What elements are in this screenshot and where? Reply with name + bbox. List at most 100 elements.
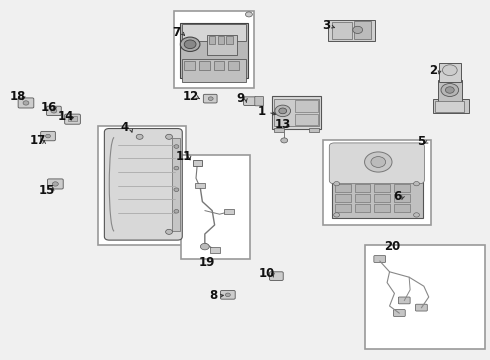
FancyBboxPatch shape bbox=[220, 291, 235, 299]
Text: 6: 6 bbox=[393, 190, 401, 203]
Circle shape bbox=[442, 65, 457, 76]
Text: 20: 20 bbox=[384, 240, 400, 253]
Circle shape bbox=[365, 152, 392, 172]
Circle shape bbox=[334, 213, 340, 217]
Bar bbox=[355, 204, 370, 212]
Text: 12: 12 bbox=[183, 90, 199, 103]
Bar bbox=[355, 194, 370, 202]
Text: 15: 15 bbox=[38, 184, 55, 197]
Bar bbox=[274, 99, 318, 126]
Bar bbox=[224, 209, 234, 214]
Bar bbox=[214, 61, 224, 70]
Text: 18: 18 bbox=[9, 90, 26, 103]
Bar bbox=[172, 138, 180, 231]
FancyBboxPatch shape bbox=[48, 179, 63, 189]
Bar bbox=[182, 24, 246, 41]
Circle shape bbox=[174, 188, 179, 192]
FancyBboxPatch shape bbox=[18, 98, 34, 108]
Circle shape bbox=[279, 108, 287, 114]
Bar bbox=[182, 59, 246, 82]
Circle shape bbox=[414, 213, 419, 217]
FancyBboxPatch shape bbox=[270, 272, 283, 280]
Bar bbox=[355, 184, 370, 192]
Bar bbox=[374, 184, 390, 192]
Bar bbox=[439, 63, 461, 82]
Bar bbox=[323, 140, 431, 225]
Circle shape bbox=[334, 181, 340, 186]
Bar bbox=[295, 114, 318, 125]
Bar bbox=[184, 61, 195, 70]
Bar bbox=[365, 245, 485, 349]
Bar bbox=[332, 22, 352, 39]
Text: 19: 19 bbox=[198, 256, 215, 269]
Bar bbox=[174, 11, 254, 88]
FancyBboxPatch shape bbox=[329, 143, 424, 184]
Bar bbox=[181, 155, 250, 259]
Circle shape bbox=[414, 181, 419, 186]
Text: 17: 17 bbox=[30, 134, 47, 147]
Bar bbox=[180, 23, 248, 78]
Text: 13: 13 bbox=[275, 118, 292, 131]
Bar bbox=[335, 184, 351, 192]
Circle shape bbox=[174, 210, 179, 213]
Bar bbox=[394, 194, 410, 202]
Bar bbox=[328, 20, 375, 41]
FancyBboxPatch shape bbox=[41, 131, 55, 141]
Text: 2: 2 bbox=[430, 64, 438, 77]
Bar bbox=[438, 80, 462, 102]
Bar bbox=[374, 194, 390, 202]
Circle shape bbox=[46, 134, 50, 138]
Text: 11: 11 bbox=[175, 150, 192, 163]
Bar bbox=[209, 36, 215, 44]
FancyBboxPatch shape bbox=[393, 310, 405, 316]
Bar bbox=[394, 184, 410, 192]
Bar bbox=[333, 146, 421, 182]
Circle shape bbox=[166, 134, 172, 139]
Circle shape bbox=[180, 37, 200, 51]
Bar bbox=[226, 36, 233, 44]
Bar bbox=[210, 247, 220, 253]
Circle shape bbox=[166, 229, 172, 234]
FancyBboxPatch shape bbox=[47, 106, 61, 116]
FancyBboxPatch shape bbox=[65, 114, 80, 124]
FancyBboxPatch shape bbox=[255, 96, 264, 106]
Text: 3: 3 bbox=[322, 19, 330, 32]
Circle shape bbox=[208, 97, 213, 100]
Bar bbox=[335, 194, 351, 202]
Circle shape bbox=[174, 145, 179, 148]
Text: 10: 10 bbox=[259, 267, 275, 280]
FancyBboxPatch shape bbox=[104, 129, 182, 240]
Circle shape bbox=[371, 157, 386, 167]
Circle shape bbox=[136, 134, 143, 139]
Text: 1: 1 bbox=[258, 105, 266, 118]
Circle shape bbox=[52, 182, 58, 186]
Bar bbox=[98, 126, 186, 245]
Bar bbox=[228, 61, 239, 70]
Bar bbox=[295, 100, 318, 112]
FancyBboxPatch shape bbox=[374, 256, 386, 262]
FancyBboxPatch shape bbox=[203, 94, 217, 103]
Circle shape bbox=[245, 12, 252, 17]
Circle shape bbox=[51, 109, 57, 113]
Circle shape bbox=[23, 101, 29, 105]
Bar bbox=[309, 128, 318, 132]
Circle shape bbox=[281, 138, 288, 143]
Circle shape bbox=[353, 26, 363, 33]
Bar bbox=[394, 204, 410, 212]
Circle shape bbox=[445, 87, 454, 93]
Bar bbox=[218, 36, 224, 44]
Bar bbox=[207, 35, 237, 55]
Bar bbox=[274, 128, 284, 132]
Text: 14: 14 bbox=[58, 111, 74, 123]
Circle shape bbox=[200, 243, 209, 250]
FancyBboxPatch shape bbox=[416, 304, 427, 311]
Text: 16: 16 bbox=[41, 101, 57, 114]
FancyBboxPatch shape bbox=[398, 297, 410, 304]
Bar bbox=[374, 204, 390, 212]
Bar bbox=[195, 183, 205, 188]
Text: 5: 5 bbox=[417, 135, 425, 148]
Bar bbox=[354, 21, 371, 39]
Circle shape bbox=[275, 105, 291, 117]
Bar bbox=[199, 61, 210, 70]
Text: 8: 8 bbox=[209, 289, 217, 302]
